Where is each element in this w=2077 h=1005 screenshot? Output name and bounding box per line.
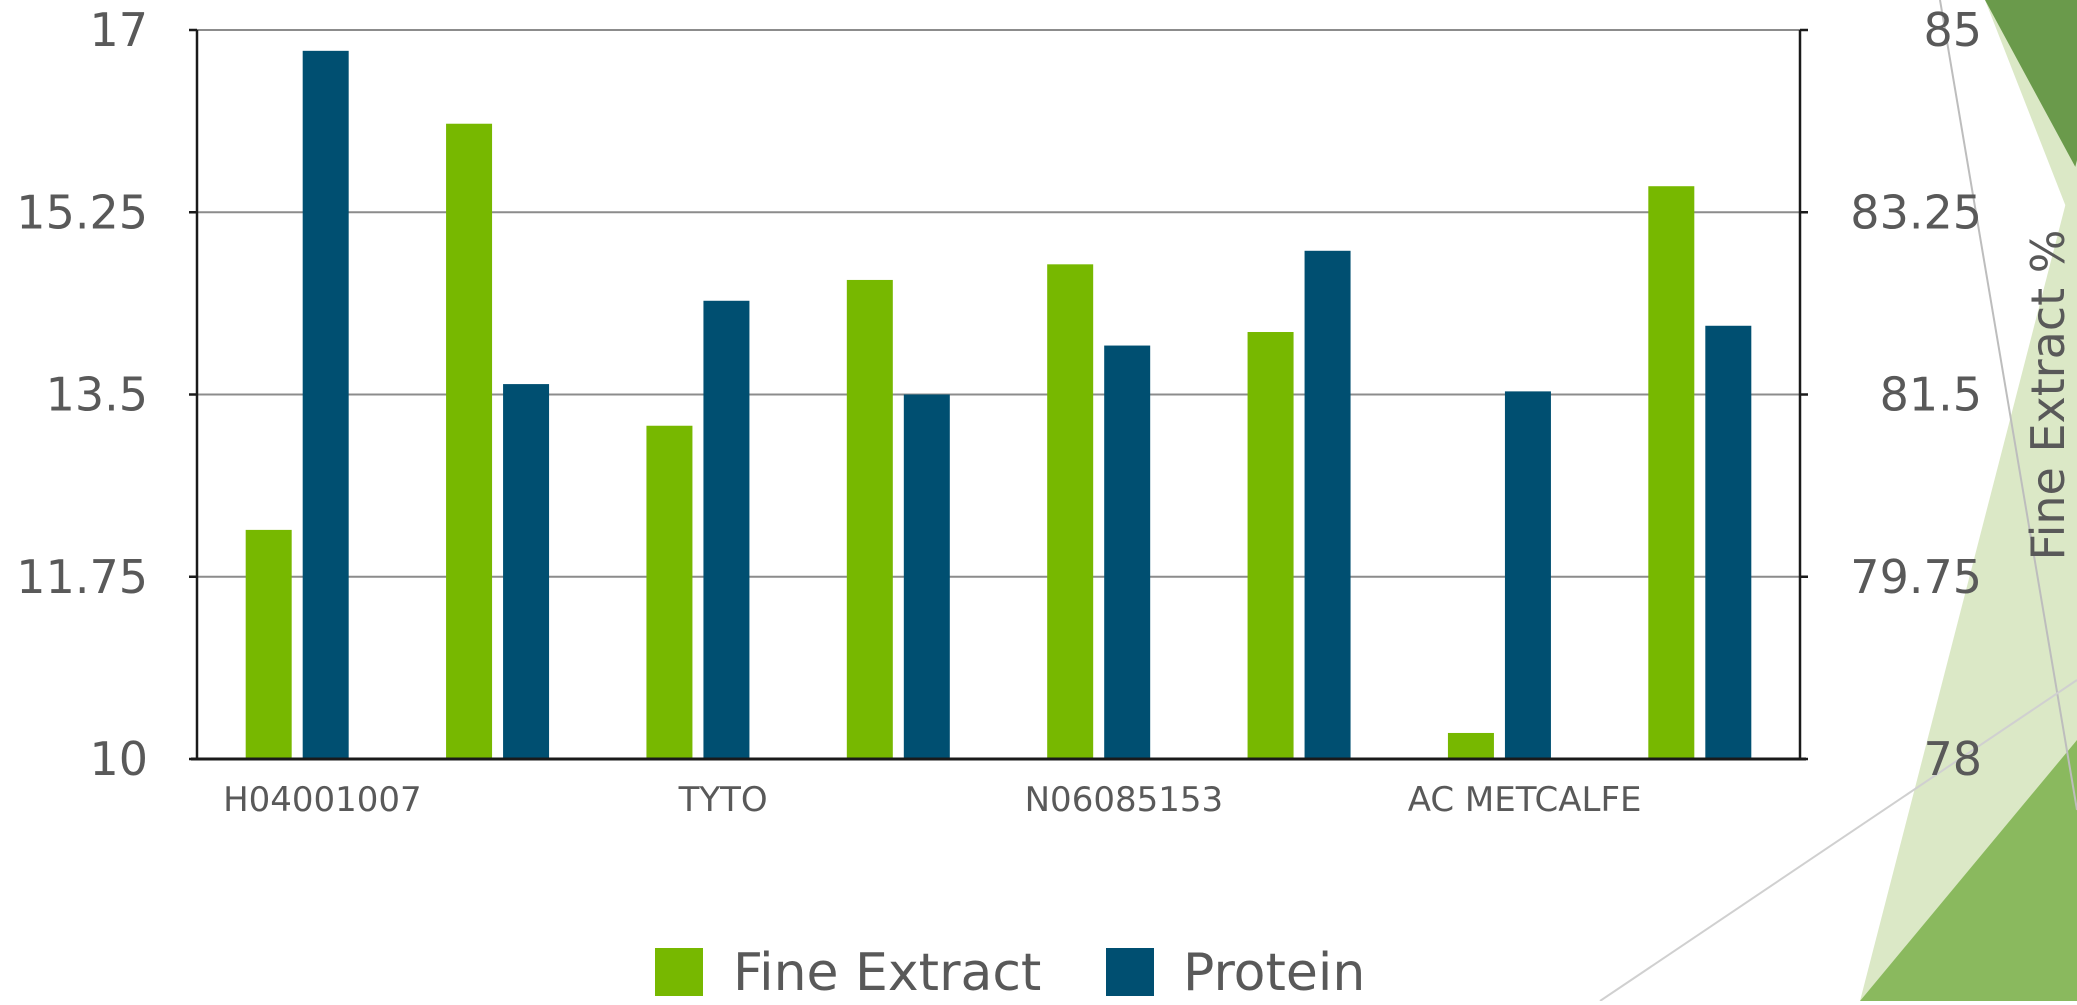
category-label: N06085153 bbox=[1025, 780, 1224, 820]
bar-protein bbox=[503, 384, 550, 759]
left-tick-label: 11.75 bbox=[16, 550, 148, 604]
left-tick-label: 10 bbox=[89, 732, 148, 786]
bar-protein bbox=[1304, 250, 1351, 760]
decorative-triangle-mid bbox=[1860, 740, 2077, 1001]
category-labels: H04001007 TYTO N06085153 AC METCALFE bbox=[223, 780, 1641, 820]
decorative-line bbox=[1939, 0, 2077, 811]
bar-protein bbox=[302, 50, 349, 760]
bar-protein bbox=[1504, 391, 1551, 759]
legend: Fine Extract Protein bbox=[655, 943, 1365, 1003]
legend-label-fine-extract: Fine Extract bbox=[733, 943, 1041, 1001]
decorative-background bbox=[1599, 0, 2077, 1002]
bar-protein bbox=[703, 300, 750, 759]
bar-fine-extract bbox=[446, 123, 493, 759]
right-tick-label: 81.5 bbox=[1880, 368, 1982, 422]
left-axis-tick-labels: 10 11.75 13.5 15.25 17 bbox=[16, 3, 148, 786]
legend-swatch-protein bbox=[1106, 948, 1154, 996]
bar-protein bbox=[903, 394, 950, 759]
category-label: TYTO bbox=[678, 780, 768, 820]
decorative-triangle-dark bbox=[1985, 0, 2077, 170]
bar-protein bbox=[1705, 325, 1752, 759]
category-label: AC METCALFE bbox=[1408, 780, 1642, 820]
left-tick-label: 17 bbox=[89, 3, 148, 57]
bars bbox=[245, 50, 1752, 760]
decorative-line bbox=[1599, 679, 2077, 1002]
bar-protein bbox=[1104, 345, 1151, 759]
bar-fine-extract bbox=[1648, 186, 1695, 759]
bar-fine-extract bbox=[1447, 732, 1494, 759]
legend-swatch-fine-extract bbox=[655, 948, 703, 996]
bar-fine-extract bbox=[1247, 332, 1294, 759]
left-tick-label: 15.25 bbox=[16, 185, 148, 239]
right-tick-label: 79.75 bbox=[1850, 550, 1982, 604]
right-tick-label: 83.25 bbox=[1850, 185, 1982, 239]
gridlines bbox=[197, 29, 1800, 760]
right-axis-tick-labels: 78 79.75 81.5 83.25 85 bbox=[1850, 3, 1982, 786]
bar-fine-extract bbox=[846, 279, 893, 759]
right-tick-label: 85 bbox=[1923, 3, 1982, 57]
right-tick-label: 78 bbox=[1923, 732, 1982, 786]
bar-fine-extract bbox=[646, 425, 693, 759]
right-axis-title: Fine Extract % bbox=[2021, 229, 2075, 560]
bar-fine-extract bbox=[245, 529, 292, 759]
axes bbox=[189, 28, 1808, 761]
decorative-triangle-light-bottom bbox=[1860, 160, 2077, 1001]
category-label: H04001007 bbox=[223, 780, 422, 820]
bar-fine-extract bbox=[1047, 264, 1094, 759]
legend-label-protein: Protein bbox=[1183, 943, 1365, 1001]
left-tick-label: 13.5 bbox=[46, 368, 148, 422]
